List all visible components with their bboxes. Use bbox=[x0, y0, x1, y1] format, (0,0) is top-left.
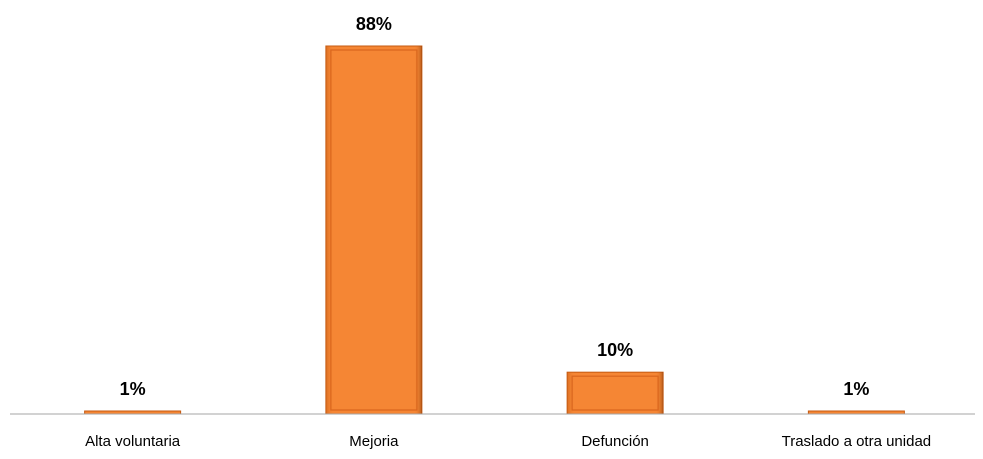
bar-2 bbox=[325, 45, 423, 415]
bars-layer bbox=[84, 45, 905, 415]
x-tick-label-3: Defunción bbox=[581, 433, 649, 450]
x-tick-label-1: Alta voluntaria bbox=[85, 433, 181, 450]
data-label-3: 10% bbox=[597, 340, 633, 360]
x-tick-label-2: Mejoria bbox=[349, 433, 399, 450]
data-label-1: 1% bbox=[120, 379, 146, 399]
labels-layer: 1% Alta voluntaria 88% Mejoria 10% Defunción 1… bbox=[85, 14, 931, 450]
data-label-4: 1% bbox=[843, 379, 869, 399]
bar-bevel bbox=[325, 46, 422, 414]
bar-inner-edge bbox=[571, 375, 659, 411]
bar-inner-edge bbox=[330, 49, 418, 411]
data-label-2: 88% bbox=[356, 14, 392, 34]
bar-bevel bbox=[567, 372, 664, 414]
x-tick-label-4: Traslado a otra unidad bbox=[782, 433, 932, 450]
bar-3 bbox=[566, 371, 664, 415]
